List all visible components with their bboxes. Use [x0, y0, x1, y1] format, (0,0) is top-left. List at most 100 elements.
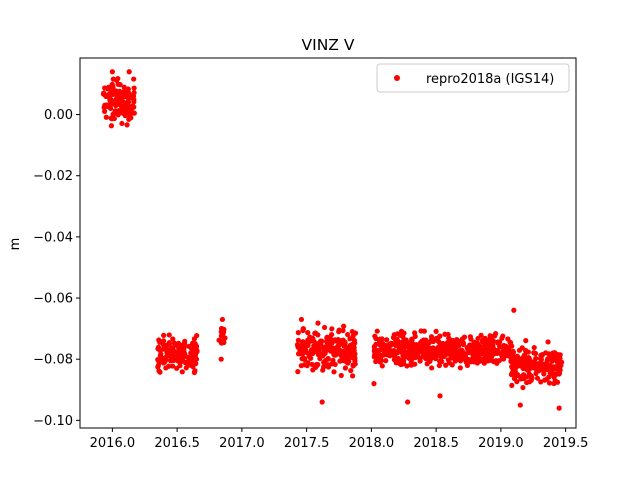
- data-point: [157, 339, 163, 345]
- data-point: [337, 349, 343, 355]
- data-point: [106, 85, 112, 91]
- data-point: [463, 359, 469, 365]
- data-point: [526, 367, 532, 373]
- data-point: [477, 356, 483, 362]
- data-point: [473, 348, 479, 354]
- data-point: [298, 363, 304, 369]
- data-point: [439, 359, 445, 365]
- data-point: [351, 347, 357, 354]
- data-point: [422, 342, 428, 348]
- data-point: [500, 333, 506, 339]
- data-point: [392, 336, 399, 342]
- data-point: [329, 326, 335, 332]
- data-point: [510, 353, 516, 359]
- data-point: [428, 336, 435, 343]
- data-point: [440, 340, 446, 347]
- data-point: [325, 362, 331, 368]
- data-point: [409, 336, 415, 342]
- data-point: [342, 365, 348, 371]
- data-point: [349, 373, 356, 379]
- data-point: [421, 337, 427, 343]
- data-point: [331, 369, 337, 375]
- x-tick-label: 2017.5: [284, 436, 330, 451]
- data-point: [391, 332, 397, 338]
- data-point: [300, 339, 306, 346]
- data-point: [177, 363, 183, 369]
- data-point: [511, 307, 517, 313]
- data-point: [509, 359, 515, 365]
- data-point: [317, 355, 323, 362]
- data-point: [348, 367, 354, 374]
- data-point: [372, 333, 378, 339]
- data-point: [351, 337, 357, 344]
- data-point: [305, 360, 311, 366]
- data-point: [113, 88, 119, 94]
- data-point: [481, 345, 488, 351]
- data-point: [295, 344, 301, 350]
- data-point: [350, 333, 356, 339]
- data-point: [538, 359, 544, 365]
- data-point: [315, 332, 321, 338]
- data-point: [325, 355, 331, 362]
- data-point: [386, 348, 393, 354]
- data-point: [406, 355, 412, 362]
- data-point: [400, 338, 406, 345]
- data-point: [302, 345, 308, 351]
- data-point: [108, 123, 115, 129]
- data-point: [131, 104, 137, 110]
- data-point: [170, 336, 176, 342]
- data-point: [484, 355, 491, 362]
- x-tick-label: 2016.0: [90, 436, 136, 451]
- data-point: [546, 374, 552, 380]
- data-point: [131, 85, 137, 91]
- data-point: [324, 339, 330, 345]
- data-point: [295, 330, 301, 336]
- data-point: [338, 372, 344, 379]
- data-point: [331, 351, 337, 358]
- x-axis-ticks: 2016.0 2016.5 2017.0 2017.5 2018.0 2018.5 2019…: [90, 428, 588, 451]
- data-point: [175, 344, 181, 350]
- data-point: [436, 350, 442, 356]
- data-point: [126, 104, 132, 110]
- data-point: [397, 359, 403, 365]
- data-point: [436, 362, 442, 369]
- data-point: [556, 405, 562, 411]
- data-point: [194, 349, 200, 355]
- data-point: [391, 348, 397, 354]
- data-point: [124, 122, 130, 128]
- data-point: [384, 337, 390, 343]
- data-point: [489, 348, 495, 354]
- data-point: [557, 365, 563, 371]
- data-point: [103, 114, 109, 120]
- data-point: [451, 355, 457, 361]
- data-point: [387, 352, 393, 358]
- data-point: [101, 90, 107, 96]
- x-tick-label: 2017.0: [219, 436, 265, 451]
- data-point: [460, 341, 466, 347]
- data-point: [451, 351, 458, 357]
- data-point: [447, 350, 453, 356]
- data-point: [435, 338, 441, 344]
- data-point: [444, 343, 450, 349]
- data-point: [384, 343, 390, 350]
- data-point: [490, 338, 497, 344]
- data-point: [546, 380, 553, 386]
- data-point: [379, 352, 385, 358]
- data-point: [123, 108, 130, 114]
- data-point: [521, 376, 527, 382]
- data-point: [450, 338, 457, 344]
- data-point: [155, 363, 161, 369]
- data-point: [115, 75, 121, 82]
- data-point: [330, 357, 336, 363]
- data-point: [433, 328, 439, 334]
- data-point: [534, 375, 541, 381]
- data-point: [339, 355, 345, 361]
- data-point: [372, 346, 378, 352]
- data-point: [300, 326, 307, 332]
- data-point: [509, 370, 515, 376]
- data-point: [302, 356, 308, 363]
- data-point: [121, 84, 127, 90]
- data-point: [340, 327, 346, 334]
- data-point: [400, 345, 406, 351]
- data-point: [131, 110, 137, 116]
